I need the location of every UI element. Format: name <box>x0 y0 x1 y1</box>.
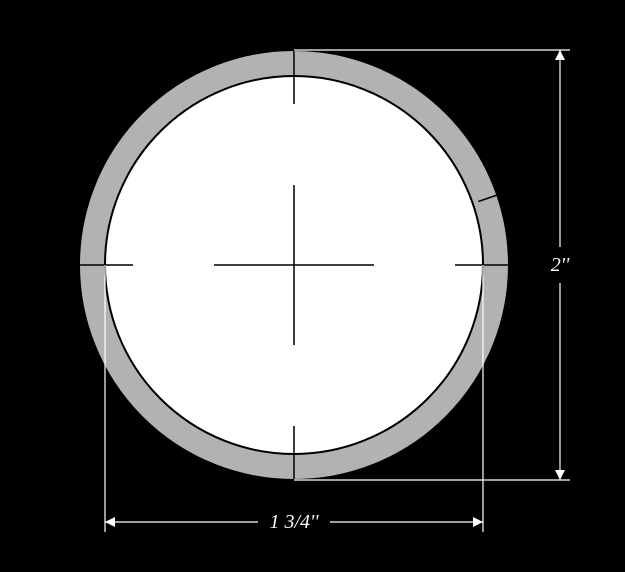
inner-dim-label: 1 3/4'' <box>269 511 319 533</box>
outer-dim-label: 2'' <box>551 254 570 276</box>
cross-section-diagram: 2'' 1 3/4'' <box>0 0 625 572</box>
